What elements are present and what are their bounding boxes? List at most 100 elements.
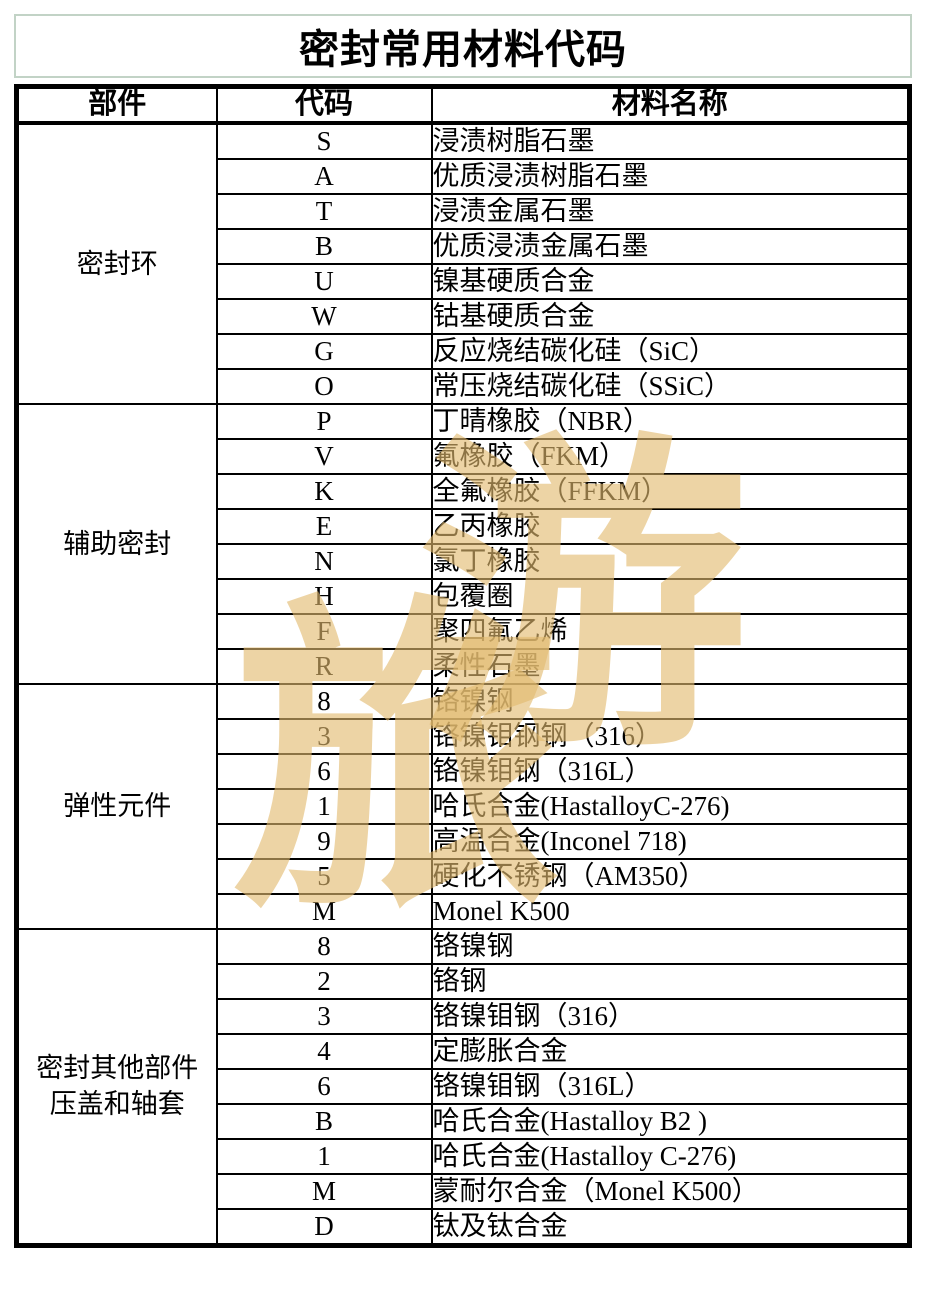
- material-cell: 高温合金(Inconel 718): [430, 822, 911, 860]
- code-cell: D: [215, 1207, 433, 1247]
- code-cell: 3: [215, 997, 433, 1035]
- table-row: N 氯丁橡胶: [17, 542, 911, 580]
- table-row: M Monel K500: [17, 892, 911, 930]
- material-cell: 优质浸渍金属石墨: [430, 227, 911, 265]
- code-cell: 4: [215, 1032, 433, 1070]
- code-cell: B: [215, 227, 433, 265]
- part-label-line: 弹性元件: [63, 791, 172, 822]
- code-cell: 3: [215, 717, 433, 755]
- table-row: B 哈氏合金(Hastalloy B2 ): [17, 1102, 911, 1140]
- code-cell: 8: [215, 927, 433, 965]
- code-cell: 9: [215, 822, 433, 860]
- material-cell: 硬化不锈钢（AM350）: [430, 857, 911, 895]
- code-cell: T: [215, 192, 433, 230]
- part-label-line: 密封环: [76, 248, 158, 279]
- table-row: D 钛及钛合金: [17, 1207, 911, 1247]
- page-title: 密封常用材料代码: [299, 27, 627, 72]
- material-cell: 铬钢: [430, 962, 911, 1000]
- table-row: A 优质浸渍树脂石墨: [17, 157, 911, 195]
- code-cell: A: [215, 157, 433, 195]
- code-cell: 1: [215, 1137, 433, 1175]
- code-cell: M: [215, 1172, 433, 1210]
- code-cell: 5: [215, 857, 433, 895]
- table-row: 密封环 S 浸渍树脂石墨: [15, 121, 911, 405]
- code-cell: 6: [215, 752, 433, 790]
- code-cell: P: [215, 402, 433, 440]
- material-cell: 常压烧结碳化硅（SSiC）: [430, 367, 911, 405]
- code-cell: F: [215, 612, 433, 650]
- table-row: E 乙丙橡胶: [17, 507, 911, 545]
- material-cell: 哈氏合金(Hastalloy B2 ): [430, 1102, 911, 1140]
- table-row: G 反应烧结碳化硅（SiC）: [17, 332, 911, 370]
- material-cell: 丁晴橡胶（NBR）: [430, 402, 911, 440]
- code-cell: W: [215, 297, 433, 335]
- material-cell: 铬镍钢: [430, 927, 911, 965]
- table-row: R 柔性石墨: [17, 647, 911, 685]
- material-cell: 氯丁橡胶: [430, 542, 911, 580]
- code-cell: G: [215, 332, 433, 370]
- table-row: U 镍基硬质合金: [17, 262, 911, 300]
- material-cell: 镍基硬质合金: [430, 262, 911, 300]
- material-cell: 柔性石墨: [430, 647, 911, 685]
- code-cell: U: [215, 262, 433, 300]
- table-row: T 浸渍金属石墨: [17, 192, 911, 230]
- part-cell-section-4: 密封其他部件 压盖和轴套: [15, 927, 218, 1247]
- col-header-part: 部件: [15, 85, 218, 125]
- part-label-line: 压盖和轴套: [49, 1089, 185, 1120]
- material-cell: 铬镍钼钢（316L）: [430, 752, 911, 790]
- material-cell: Monel K500: [430, 892, 911, 930]
- code-cell: 1: [215, 787, 433, 825]
- code-cell: N: [215, 542, 433, 580]
- material-cell: 聚四氟乙烯: [430, 612, 911, 650]
- material-cell: 哈氏合金(Hastalloy C-276): [430, 1137, 911, 1175]
- material-cell: 铬镍钼钢（316L）: [430, 1067, 911, 1105]
- material-cell: 钴基硬质合金: [430, 297, 911, 335]
- table-row: 2 铬钢: [17, 962, 911, 1000]
- code-cell: 2: [215, 962, 433, 1000]
- table-row: V 氟橡胶（FKM）: [17, 437, 911, 475]
- part-label-line: 辅助密封: [63, 528, 172, 559]
- material-cell: 哈氏合金(HastalloyC-276): [430, 787, 911, 825]
- table-row: H 包覆圈: [17, 577, 911, 615]
- table-row: 辅助密封 P 丁晴橡胶（NBR）: [15, 402, 911, 685]
- table-row: K 全氟橡胶（FFKM）: [17, 472, 911, 510]
- material-cell: 蒙耐尔合金（Monel K500）: [430, 1172, 911, 1210]
- col-header-material: 材料名称: [430, 85, 911, 125]
- material-cell: 包覆圈: [430, 577, 911, 615]
- material-cell: 铬镍钢: [430, 682, 911, 720]
- table-row: W 钴基硬质合金: [17, 297, 911, 335]
- code-cell: M: [215, 892, 433, 930]
- table-row: 4 定膨胀合金: [17, 1032, 911, 1070]
- table-row: M 蒙耐尔合金（Monel K500）: [17, 1172, 911, 1210]
- material-cell: 反应烧结碳化硅（SiC）: [430, 332, 911, 370]
- part-cell-section-1: 密封环: [15, 121, 218, 405]
- code-cell: R: [215, 647, 433, 685]
- material-cell: 浸渍金属石墨: [430, 192, 911, 230]
- table-row: 3 铬镍钼钢钢（316）: [17, 717, 911, 755]
- table-row: 1 哈氏合金(Hastalloy C-276): [17, 1137, 911, 1175]
- table-row: 6 铬镍钼钢（316L）: [17, 752, 911, 790]
- code-cell: E: [215, 507, 433, 545]
- table-row: F 聚四氟乙烯: [17, 612, 911, 650]
- code-cell: H: [215, 577, 433, 615]
- code-cell: 6: [215, 1067, 433, 1105]
- table-row: 6 铬镍钼钢（316L）: [17, 1067, 911, 1105]
- material-cell: 铬镍钼钢（316）: [430, 997, 911, 1035]
- table-row: 密封其他部件 压盖和轴套 8 铬镍钢: [15, 927, 911, 1247]
- material-cell: 乙丙橡胶: [430, 507, 911, 545]
- table-row: 弹性元件 8 铬镍钢: [15, 682, 911, 930]
- code-cell: O: [215, 367, 433, 405]
- table-row: 1 哈氏合金(HastalloyC-276): [17, 787, 911, 825]
- col-header-code: 代码: [215, 85, 433, 125]
- material-cell: 优质浸渍树脂石墨: [430, 157, 911, 195]
- material-cell: 定膨胀合金: [430, 1032, 911, 1070]
- table-row: 5 硬化不锈钢（AM350）: [17, 857, 911, 895]
- code-cell: V: [215, 437, 433, 475]
- table-row: 9 高温合金(Inconel 718): [17, 822, 911, 860]
- table-row: O 常压烧结碳化硅（SSiC）: [17, 367, 911, 405]
- material-cell: 铬镍钼钢钢（316）: [430, 717, 911, 755]
- code-cell: S: [215, 121, 433, 160]
- code-cell: B: [215, 1102, 433, 1140]
- material-cell: 浸渍树脂石墨: [430, 121, 911, 160]
- code-cell: K: [215, 472, 433, 510]
